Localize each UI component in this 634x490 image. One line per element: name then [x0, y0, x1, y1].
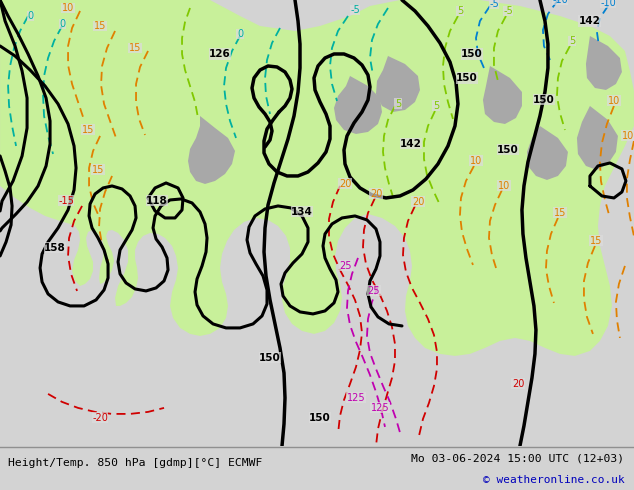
Text: 125: 125: [347, 393, 365, 403]
Text: 0: 0: [27, 11, 33, 21]
Text: 20: 20: [412, 197, 424, 207]
Text: 158: 158: [44, 243, 66, 253]
Text: 142: 142: [579, 16, 601, 26]
Polygon shape: [577, 106, 618, 170]
Text: Mo 03-06-2024 15:00 UTC (12+03): Mo 03-06-2024 15:00 UTC (12+03): [411, 453, 624, 463]
Text: 5: 5: [433, 101, 439, 111]
Text: 5: 5: [569, 36, 575, 46]
Text: 150: 150: [461, 49, 483, 59]
Polygon shape: [188, 116, 235, 184]
Text: 20: 20: [339, 179, 351, 189]
Text: -10: -10: [600, 0, 616, 8]
Text: -15: -15: [58, 196, 74, 206]
Text: 15: 15: [82, 125, 94, 135]
Text: 20: 20: [370, 189, 382, 199]
Text: 10: 10: [622, 131, 634, 141]
Polygon shape: [334, 76, 382, 134]
Text: Height/Temp. 850 hPa [gdmp][°C] ECMWF: Height/Temp. 850 hPa [gdmp][°C] ECMWF: [8, 458, 262, 467]
Text: © weatheronline.co.uk: © weatheronline.co.uk: [482, 475, 624, 485]
Text: 126: 126: [209, 49, 231, 59]
Text: 10: 10: [62, 3, 74, 13]
Text: 150: 150: [533, 95, 555, 105]
Text: 150: 150: [497, 145, 519, 155]
Polygon shape: [0, 0, 634, 356]
Text: 0: 0: [237, 29, 243, 39]
Text: 150: 150: [309, 413, 331, 423]
Polygon shape: [483, 66, 522, 124]
Text: 10: 10: [470, 156, 482, 166]
Text: 15: 15: [92, 165, 104, 175]
Text: 15: 15: [129, 43, 141, 53]
Text: 10: 10: [498, 181, 510, 191]
Text: -5: -5: [350, 5, 360, 15]
Text: 118: 118: [146, 196, 168, 206]
Text: 0: 0: [59, 19, 65, 29]
Text: 142: 142: [400, 139, 422, 149]
Text: 5: 5: [457, 6, 463, 16]
Text: 134: 134: [291, 207, 313, 217]
Text: -5: -5: [489, 0, 499, 9]
Text: 5: 5: [395, 99, 401, 109]
Text: 150: 150: [259, 353, 281, 363]
Text: 25: 25: [368, 286, 380, 296]
Text: -20: -20: [92, 413, 108, 423]
Polygon shape: [376, 56, 420, 112]
Text: 150: 150: [456, 73, 478, 83]
Text: 10: 10: [608, 96, 620, 106]
Text: 25: 25: [340, 261, 353, 271]
Text: 15: 15: [590, 236, 602, 246]
Text: 15: 15: [553, 208, 566, 218]
Text: -10: -10: [552, 0, 568, 5]
Text: -5: -5: [503, 6, 513, 16]
Text: 125: 125: [371, 403, 389, 413]
Polygon shape: [586, 36, 622, 90]
Text: 15: 15: [94, 21, 107, 31]
Text: 20: 20: [512, 379, 524, 389]
Polygon shape: [527, 126, 568, 180]
